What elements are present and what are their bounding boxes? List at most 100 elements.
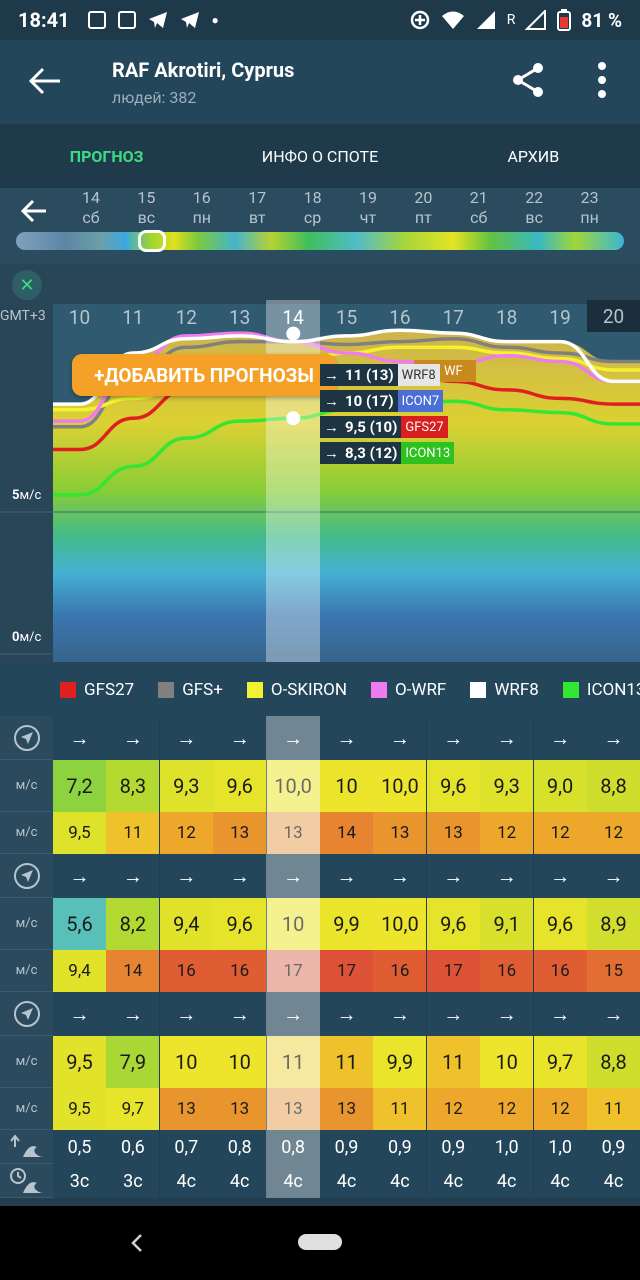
tab-forecast[interactable]: ПРОГНОЗ [69,146,144,166]
tab-archive[interactable]: АРХИВ [507,146,560,166]
table-cell: 9,9 [373,1036,427,1088]
wind-arrow-icon: → [373,992,427,1036]
table-cell: 12 [533,812,587,854]
wind-arrow-icon: → [159,716,213,760]
table-cell: 16 [159,950,213,992]
back-arrow-icon[interactable] [28,66,62,96]
hour-label[interactable]: 19 [549,306,571,329]
day-7[interactable]: 21 сб [459,188,499,228]
wind-speed-row: м/с 7,2 8,3 9,3 9,6 10,0 10 10,0 9,6 9,3 9,0 8,8 [0,760,640,812]
tab-spot-info[interactable]: ИНФО О СПОТЕ [261,146,379,166]
table-cell: 13 [213,812,267,854]
days-back-arrow-icon[interactable] [20,198,48,224]
tooltip-arrow: → [324,418,339,436]
hour-label[interactable]: 12 [175,306,197,329]
table-cell: 5,6 [53,898,106,950]
share-icon[interactable] [510,62,546,98]
table-cell: 8,3 [106,760,160,812]
legend-item-gfs27[interactable]: GFS27 [60,680,134,700]
wind-arrow-icon: → [106,992,160,1036]
y-axis-label-5: 5м/с [12,488,41,503]
system-home-pill[interactable] [298,1234,342,1250]
status-right: R 81 % [409,9,622,32]
wind-gust-unit: м/с [0,1088,53,1130]
wind-range-band [53,330,640,662]
wind-direction-icon [13,1000,40,1027]
hour-label[interactable]: 17 [442,306,464,329]
wind-arrow-icon: → [533,716,587,760]
wind-arrow-icon: → [320,716,373,760]
day-weekday: сб [82,208,100,227]
legend-item-gfs+[interactable]: GFS+ [158,680,223,700]
hour-label[interactable]: 20 [587,300,640,332]
table-cell: 9,6 [213,898,267,950]
wind-arrow-icon: → [53,992,106,1036]
more-options-icon[interactable] [590,60,614,100]
table-cell: 11 [266,1036,320,1088]
wind-arrow-icon: → [106,854,160,898]
tooltip-model: ICON7 [397,390,444,412]
wind-arrow-icon: → [587,716,640,760]
spot-subtitle: людей: 382 [112,88,197,107]
wind-arrow-icon: → [53,854,106,898]
close-compare-button[interactable]: ✕ [12,270,42,300]
hour-label[interactable]: 11 [122,306,144,329]
wind-arrow-icon: → [587,992,640,1036]
day-number: 21 [469,188,488,207]
wind-arrow-icon: → [587,854,640,898]
battery-percent: 81 % [581,8,622,32]
table-cell: 12 [480,812,534,854]
hour-label[interactable]: 10 [68,306,91,329]
tooltip-icon7: → 10 (17) ICON7 [320,390,444,412]
day-0[interactable]: 14 сб [71,188,111,228]
wind-gust-unit: м/с [0,950,53,992]
tooltip-value: → 8,3 (12) [320,442,402,464]
day-selection-marker[interactable] [138,230,166,252]
day-8[interactable]: 22 вс [514,188,554,228]
day-1[interactable]: 15 вс [126,188,166,228]
wind-speed-unit: м/с [0,898,53,950]
table-cell: 11 [106,812,160,854]
day-3[interactable]: 17 вт [237,188,277,228]
table-cell: 12 [480,1088,534,1130]
legend-label: ICON13 [586,680,640,700]
table-cell: 9,4 [159,898,213,950]
tab-bar: ПРОГНОЗ ИНФО О СПОТЕ АРХИВ [0,124,640,188]
legend-item-icon13[interactable]: ICON13 [562,680,640,700]
tooltip-icon13: → 8,3 (12) ICON13 [320,442,455,464]
hour-label[interactable]: 18 [496,306,518,329]
hour-label[interactable]: 15 [335,306,358,329]
direction-row: → → → → → → → → → → → [0,992,640,1036]
signal-icon [476,11,495,29]
day-2[interactable]: 16 пн [182,188,222,228]
hour-label[interactable]: 13 [229,306,251,329]
wind-arrow-icon: → [480,992,534,1036]
day-4[interactable]: 18 ср [293,188,333,228]
day-5[interactable]: 19 чт [348,188,388,228]
tooltip-model: GFS27 [401,416,448,438]
table-cell: 0,9 [587,1130,640,1164]
wave-height-row: 0,5 0,6 0,7 0,8 0,8 0,9 0,9 0,9 1,0 1,0 0,9 [0,1130,640,1164]
hour-label[interactable]: 16 [389,306,411,329]
notification-icons: ● [87,11,219,29]
week-overview-strip[interactable] [16,232,624,250]
day-9[interactable]: 23 пн [570,188,610,228]
add-forecasts-button[interactable]: +ДОБАВИТЬ ПРОГНОЗЫ [72,354,336,396]
wind-arrow-icon: → [213,716,267,760]
table-cell: 9,6 [533,898,587,950]
y-axis-label-0: 0м/с [12,630,41,645]
table-cell: 7,2 [53,760,106,812]
table-cell: 12 [533,1088,587,1130]
hour-label[interactable]: 14 [282,306,304,329]
day-6[interactable]: 20 пт [403,188,443,228]
table-cell: 12 [426,1088,480,1130]
legend-item-o-wrf[interactable]: O-WRF [370,680,446,700]
table-cell: 8,2 [106,898,160,950]
table-cell: 9,6 [426,898,480,950]
legend-item-wrf8[interactable]: WRF8 [470,680,539,700]
system-back-icon[interactable] [128,1232,146,1254]
legend-label: O-SKIRON [270,680,347,700]
table-cell: 13 [266,1088,320,1130]
data-saver-icon [410,10,430,30]
legend-item-o-skiron[interactable]: O-SKIRON [246,680,347,700]
